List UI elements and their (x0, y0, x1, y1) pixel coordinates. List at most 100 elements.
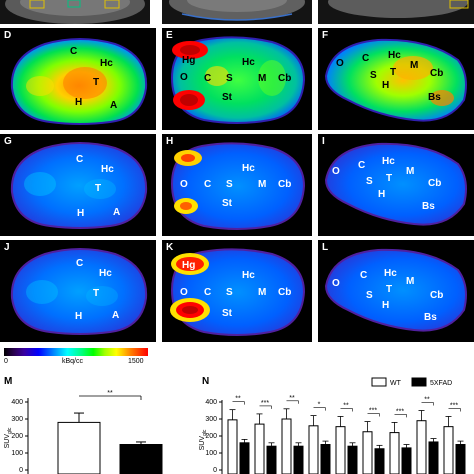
significance-marker: *** (261, 400, 269, 407)
region-s: S (226, 73, 233, 84)
panel-label: D (4, 30, 12, 41)
bar-5xfad (266, 445, 277, 474)
region-o: O (180, 72, 188, 83)
bar-wt (281, 418, 292, 474)
significance-marker: *** (396, 408, 404, 415)
legend-label-wt: WT (390, 380, 402, 387)
region-labels: C Hc T H A (75, 258, 119, 322)
region-t: T (93, 77, 99, 88)
region-t: T (93, 288, 99, 299)
bar-5xfad (428, 441, 439, 474)
bar-5xfad (347, 445, 358, 474)
y-tick-label: 400 (11, 399, 23, 406)
y-tick-label: 0 (213, 467, 217, 474)
region-cb: Cb (278, 287, 291, 298)
region-st: St (222, 308, 233, 319)
panel-label: K (166, 242, 174, 253)
significance-marker: * (318, 402, 321, 409)
region-hc: Hc (242, 163, 255, 174)
y-axis-label: SUVglc (199, 429, 208, 450)
region-s: S (366, 176, 373, 187)
significance-marker: ** (343, 402, 349, 409)
color-scale-bar (4, 348, 148, 356)
region-c: C (70, 46, 77, 57)
region-o: O (336, 58, 344, 69)
pet-panel-i: I O C Hc S T M H Cb Bs (318, 134, 474, 236)
significance-marker: ** (424, 397, 430, 404)
bar-5xfad (401, 447, 412, 474)
significance-marker: ** (289, 395, 295, 402)
region-labels: C Hc T H A (76, 154, 120, 219)
mri-sagittal-image (318, 0, 474, 24)
region-m: M (258, 179, 266, 190)
y-tick-label: 300 (11, 416, 23, 423)
region-s: S (226, 287, 233, 298)
region-cb: Cb (428, 178, 441, 189)
region-m: M (406, 276, 414, 287)
region-m: M (406, 166, 414, 177)
region-o: O (180, 179, 188, 190)
legend-swatch-5xfad (411, 377, 427, 387)
region-cb: Cb (430, 68, 443, 79)
y-tick-label: 300 (205, 416, 217, 423)
region-labels: C Hc T H A (70, 46, 117, 111)
significance-marker: ** (235, 396, 241, 403)
region-cb: Cb (430, 290, 443, 301)
pet-panel-h: H O C S Hc M Cb St (162, 134, 312, 236)
significance-marker: *** (450, 402, 458, 409)
region-hc: Hc (242, 270, 255, 281)
y-tick-label: 100 (205, 450, 217, 457)
mri-coronal-image (0, 0, 150, 24)
panel-label: F (322, 30, 329, 41)
region-h: H (382, 80, 389, 91)
bar-wt (254, 423, 265, 474)
panel-label: G (4, 136, 12, 147)
pet-panel-d: D C Hc T H A (0, 28, 156, 130)
region-t: T (390, 67, 396, 78)
y-axis-label: SUVglc (4, 427, 13, 448)
pet-panel-k: K Hg O C S Hc M Cb St (162, 240, 312, 342)
mri-axial-image (162, 0, 312, 24)
region-h: H (382, 300, 389, 311)
panel-label-n: N (202, 376, 210, 387)
region-cb: Cb (278, 179, 291, 190)
region-c: C (204, 179, 211, 190)
region-hc: Hc (242, 57, 255, 68)
region-c: C (76, 258, 83, 269)
region-c: C (358, 160, 365, 171)
bar-5xfad (320, 444, 331, 474)
y-tick-label: 0 (19, 467, 23, 474)
region-labels: O C S Hc M Cb St (180, 163, 291, 209)
significance-marker: ** (107, 390, 113, 397)
region-st: St (222, 92, 233, 103)
bar-5xfad (239, 442, 250, 474)
panel-label-m: M (4, 376, 13, 387)
colorbar-max: 1500 (128, 358, 144, 365)
bar-wt (335, 426, 346, 474)
region-m: M (258, 73, 266, 84)
pet-panel-e: E Hg O C S Hc M Cb St (162, 28, 312, 130)
region-t: T (386, 284, 392, 295)
region-s: S (366, 290, 373, 301)
region-hc: Hc (100, 58, 113, 69)
region-c: C (204, 287, 211, 298)
bar-wt (227, 419, 238, 474)
region-labels: O C Hc S T M H Cb Bs (336, 50, 443, 103)
region-labels: O C Hc S T M H Cb Bs (332, 268, 443, 323)
bar-5xfad (293, 445, 304, 474)
region-labels: O C Hc S T M H Cb Bs (332, 156, 441, 212)
pet-panel-f: F O C Hc S T M H Cb Bs (318, 28, 474, 130)
region-labels: Hg O C S Hc M Cb St (180, 55, 291, 103)
region-o: O (332, 278, 340, 289)
region-s: S (226, 179, 233, 190)
region-h: H (77, 208, 84, 219)
pet-panel-l: L O C Hc S T M H Cb Bs (318, 240, 474, 342)
region-cb: Cb (278, 73, 291, 84)
bar (57, 421, 101, 474)
pet-panel-j: J C Hc T H A (0, 240, 156, 342)
mri-panel-sagittal (318, 0, 474, 24)
region-hc: Hc (388, 50, 401, 61)
region-c: C (204, 73, 211, 84)
region-st: St (222, 198, 233, 209)
